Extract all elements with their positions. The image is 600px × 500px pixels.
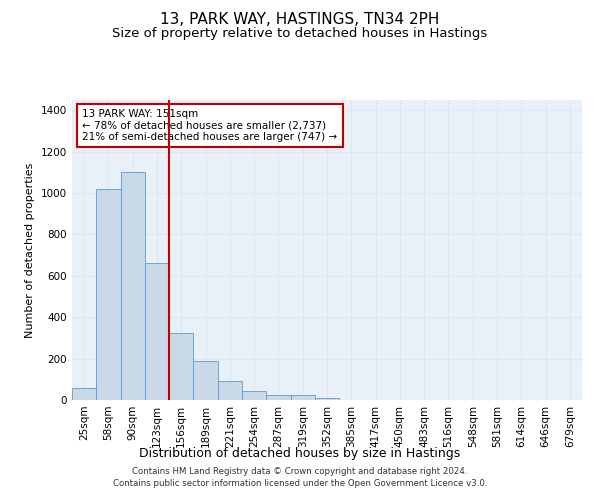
Bar: [218, 382, 242, 400]
Bar: [121, 172, 145, 400]
Bar: [315, 398, 339, 400]
Text: Size of property relative to detached houses in Hastings: Size of property relative to detached ho…: [112, 28, 488, 40]
Bar: [193, 360, 218, 400]
Y-axis label: Number of detached properties: Number of detached properties: [25, 162, 35, 338]
Bar: [145, 264, 169, 400]
Text: Contains HM Land Registry data © Crown copyright and database right 2024.
Contai: Contains HM Land Registry data © Crown c…: [113, 466, 487, 487]
Text: 13 PARK WAY: 151sqm
← 78% of detached houses are smaller (2,737)
21% of semi-det: 13 PARK WAY: 151sqm ← 78% of detached ho…: [82, 109, 337, 142]
Text: Distribution of detached houses by size in Hastings: Distribution of detached houses by size …: [139, 448, 461, 460]
Text: 13, PARK WAY, HASTINGS, TN34 2PH: 13, PARK WAY, HASTINGS, TN34 2PH: [160, 12, 440, 28]
Bar: [266, 395, 290, 400]
Bar: [72, 388, 96, 400]
Bar: [290, 396, 315, 400]
Bar: [96, 189, 121, 400]
Bar: [169, 333, 193, 400]
Bar: [242, 390, 266, 400]
